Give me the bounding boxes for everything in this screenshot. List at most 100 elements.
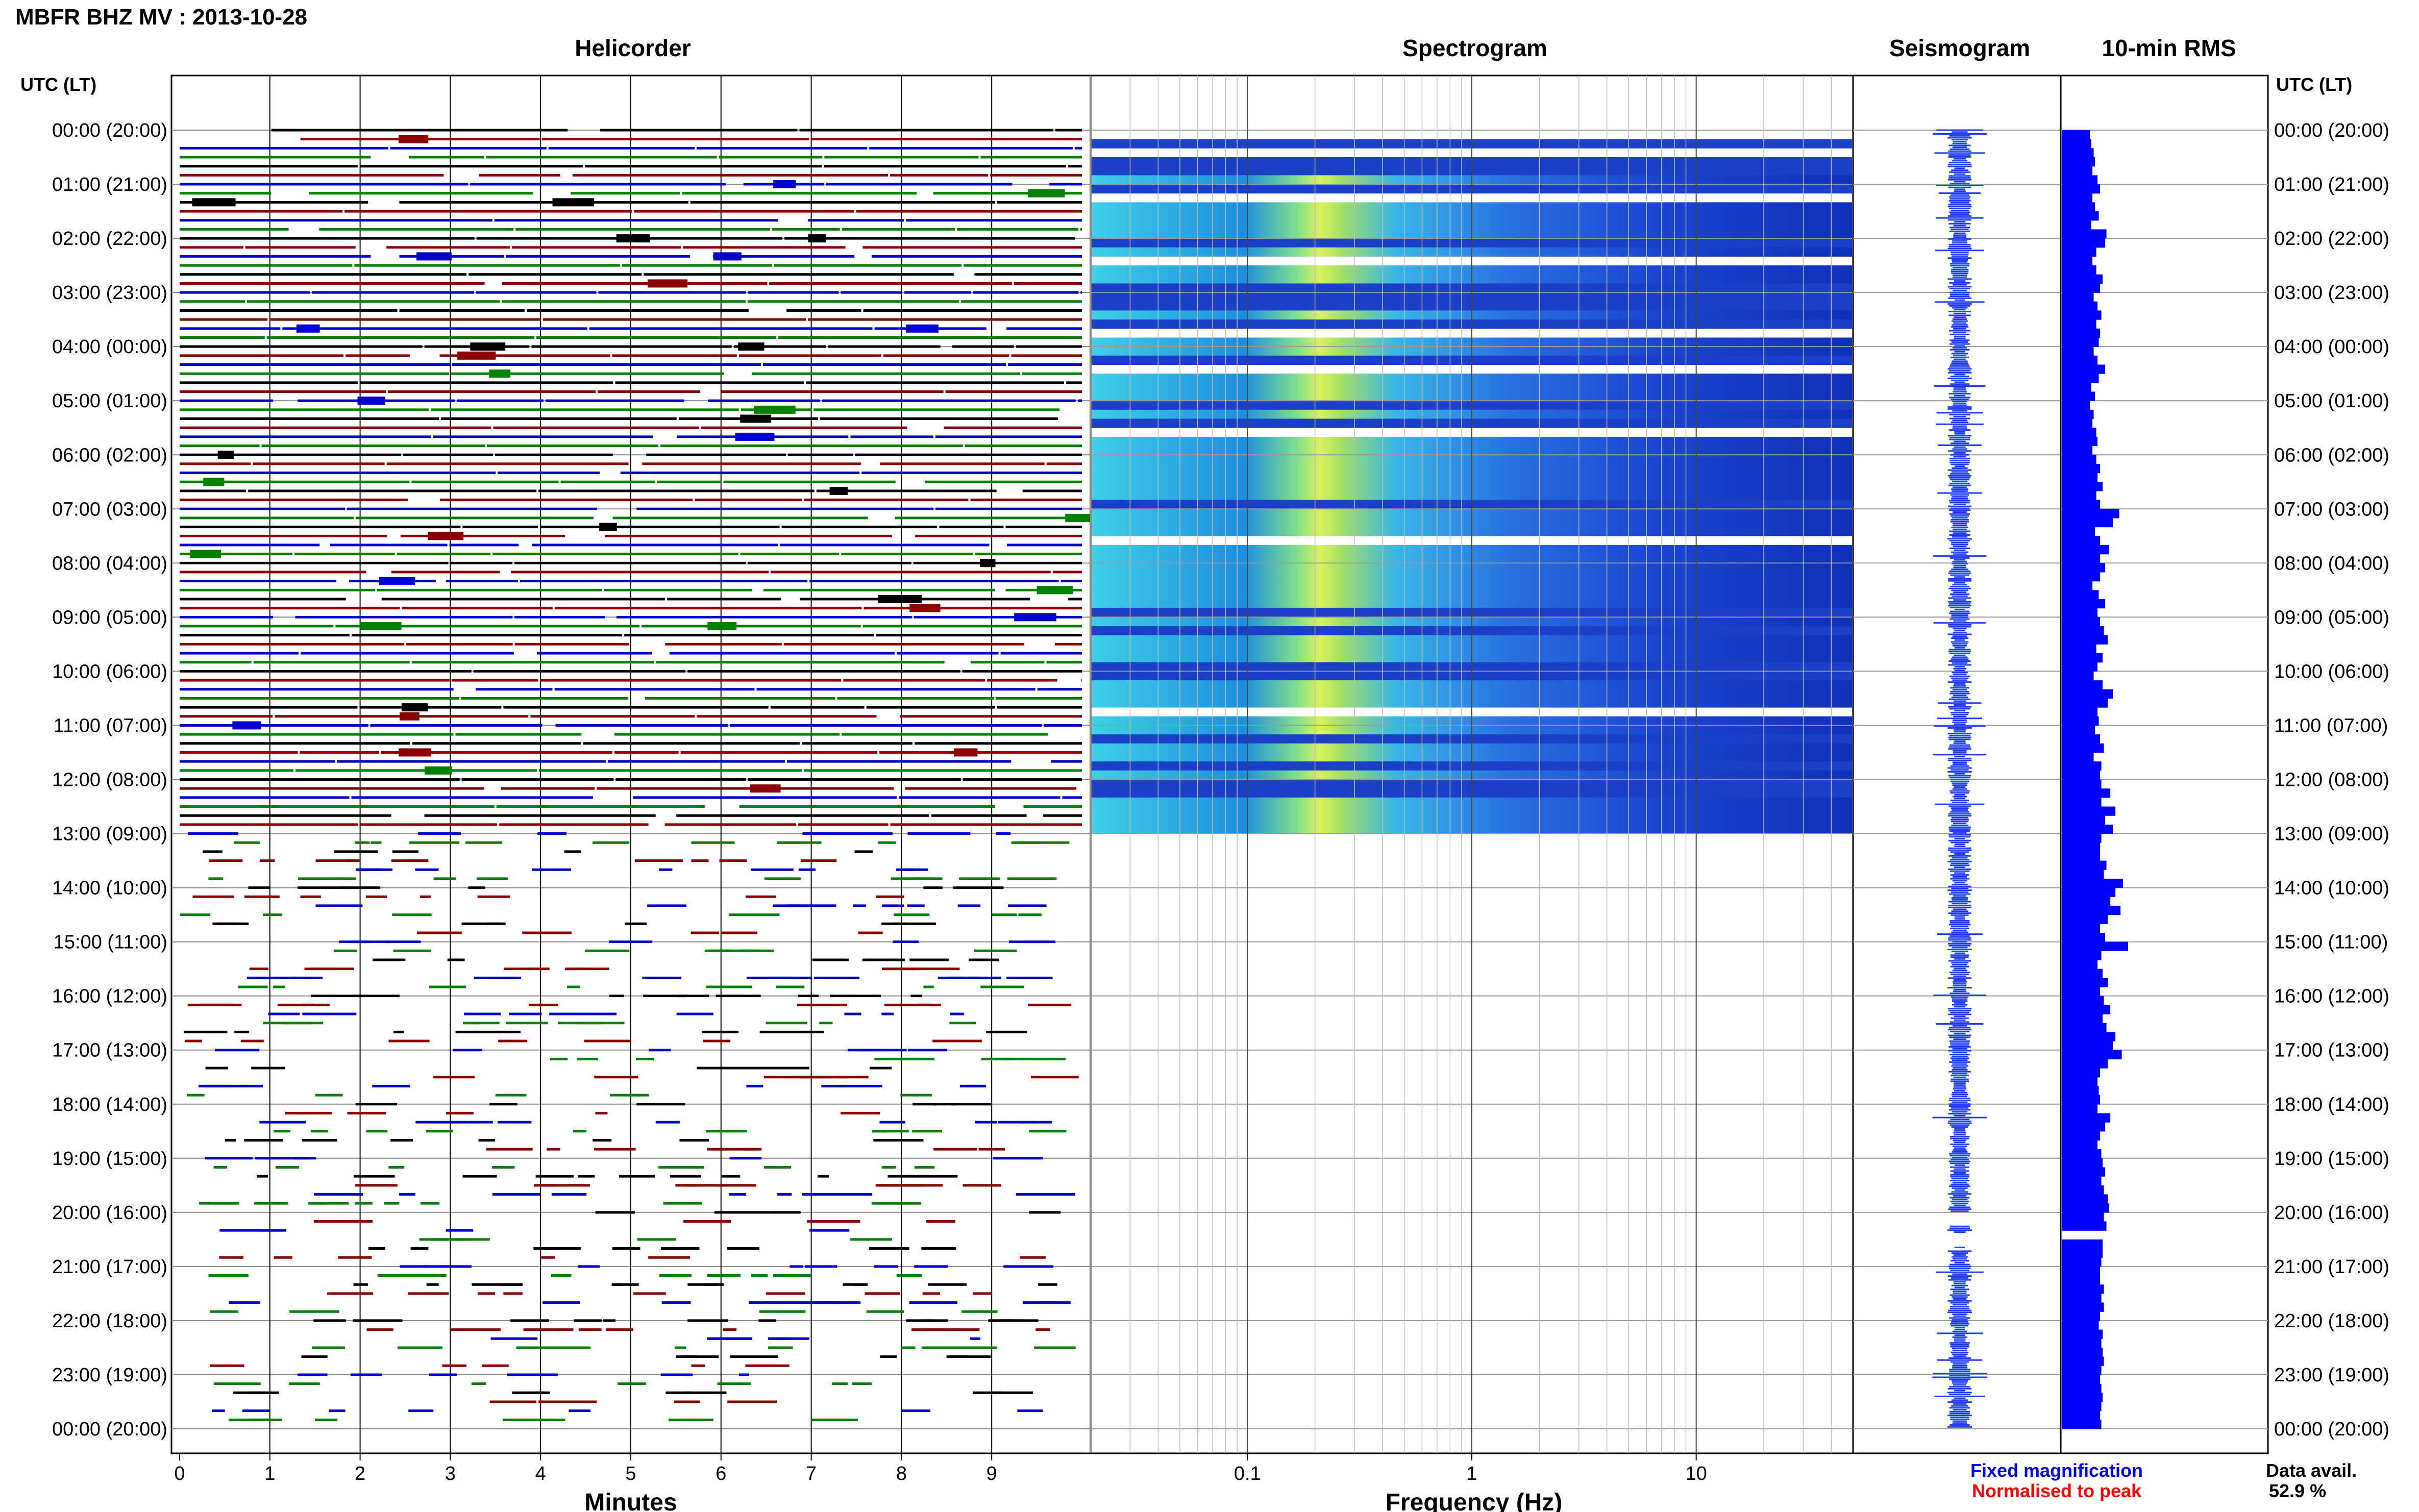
time-label-left: 11:00 (07:00) [54, 715, 167, 736]
seismic-event [954, 748, 978, 757]
seismic-event [740, 414, 772, 423]
seismic-event [707, 622, 737, 631]
time-label-right: 21:00 (17:00) [2274, 1256, 2389, 1278]
frequency-tick-label: 1 [1466, 1463, 1477, 1484]
legend-fixed-magnification: Fixed magnification [1970, 1460, 2143, 1481]
rms-bar [2062, 166, 2092, 176]
rms-bar [2062, 779, 2102, 789]
seismic-event [980, 559, 996, 567]
rms-bar [2062, 265, 2096, 275]
seismic-event [217, 451, 234, 459]
time-label-right: 14:00 (10:00) [2274, 878, 2389, 899]
rms-bar [2062, 626, 2104, 636]
rms-bar [2062, 274, 2103, 284]
helicorder-title: Helicorder [575, 35, 691, 61]
rms-bar [2062, 653, 2103, 663]
rms-bar [2062, 761, 2102, 771]
time-label-right: 19:00 (15:00) [2274, 1148, 2389, 1170]
rms-bar [2062, 1275, 2100, 1285]
rms-bar [2062, 1059, 2108, 1069]
time-label-right: 09:00 (05:00) [2274, 607, 2389, 628]
rms-bar [2062, 644, 2096, 654]
rms-bar [2062, 374, 2099, 383]
rms-bar [2062, 500, 2100, 509]
rms-bar [2062, 175, 2097, 185]
minute-tick-label: 6 [715, 1463, 726, 1484]
rms-bar [2062, 870, 2104, 879]
utc-header-right: UTC (LT) [2276, 74, 2352, 95]
rms-bar [2062, 455, 2096, 464]
rms-bar [2062, 1104, 2097, 1114]
rms-bar [2062, 436, 2097, 447]
time-label-left: 05:00 (01:00) [52, 390, 167, 412]
rms-bar [2062, 1374, 2100, 1384]
rms-bar [2062, 1077, 2097, 1087]
data-availability-value: 52.9 % [2269, 1480, 2326, 1501]
time-label-right: 03:00 (23:00) [2274, 282, 2389, 304]
rms-bar [2062, 536, 2100, 546]
minute-tick-label: 5 [625, 1463, 636, 1484]
time-label-right: 13:00 (09:00) [2274, 824, 2389, 845]
rms-bar [2062, 860, 2107, 870]
data-availability-label: Data avail. [2266, 1460, 2357, 1481]
rms-bar [2062, 851, 2100, 861]
rms-bar [2062, 509, 2119, 518]
time-label-left: 23:00 (19:00) [52, 1365, 167, 1386]
rms-bar [2062, 283, 2100, 293]
time-label-left: 19:00 (15:00) [52, 1148, 167, 1170]
rms-bar [2062, 1356, 2104, 1366]
time-label-right: 01:00 (21:00) [2274, 174, 2389, 195]
rms-bar [2062, 833, 2102, 843]
rms-bar [2062, 1167, 2105, 1177]
time-label-left: 09:00 (05:00) [52, 607, 167, 628]
time-label-left: 16:00 (12:00) [52, 986, 167, 1007]
time-label-left: 21:00 (17:00) [52, 1256, 167, 1278]
rms-bar [2062, 1329, 2103, 1339]
utc-header-left: UTC (LT) [20, 74, 96, 95]
rms-bar [2062, 202, 2095, 212]
rms-bar [2062, 905, 2120, 915]
seismic-event [909, 604, 941, 612]
time-label-left: 07:00 (03:00) [52, 499, 167, 520]
rms-bar [2062, 959, 2097, 970]
seismic-event [399, 135, 429, 143]
rms-bar [2062, 157, 2095, 167]
time-label-left: 02:00 (22:00) [52, 228, 167, 250]
rms-bar [2062, 482, 2103, 491]
rms-bar [2062, 139, 2091, 148]
time-labels-left: 00:00 (20:00) 01:00 (21:00) 02:00 (22:00) 0… [52, 120, 167, 1440]
seismogram-title: Seismogram [1889, 35, 2030, 61]
rms-bar [2062, 608, 2097, 617]
rms-bar [2062, 689, 2113, 699]
rms-bar [2062, 517, 2113, 528]
rms-bar [2062, 193, 2092, 203]
seismic-event [357, 396, 385, 405]
rms-bar [2062, 1149, 2102, 1159]
time-label-left: 08:00 (04:00) [52, 553, 167, 574]
rms-bar [2062, 337, 2099, 347]
seismic-event [754, 405, 796, 414]
rms-bar [2062, 382, 2091, 392]
rms-bar [2062, 247, 2096, 257]
frequency-axis-label: Frequency (Hz) [1386, 1489, 1563, 1512]
rms-title: 10-min RMS [2102, 35, 2236, 61]
time-label-right: 17:00 (13:00) [2274, 1040, 2389, 1061]
rms-bar [2062, 1131, 2100, 1141]
rms-panel [2060, 75, 2269, 1454]
rms-bar [2062, 563, 2105, 573]
seismic-event [359, 622, 402, 631]
seismic-event [773, 180, 796, 189]
rms-bar [2062, 617, 2100, 627]
rms-bar [2062, 229, 2107, 239]
rms-bar [2062, 364, 2105, 374]
seismic-event [190, 550, 221, 558]
rms-bar [2062, 932, 2105, 943]
rms-bar [2062, 148, 2094, 158]
seismic-event [1028, 189, 1065, 197]
time-label-left: 10:00 (06:00) [52, 661, 167, 682]
seismic-event [906, 324, 939, 333]
rms-bar [2062, 599, 2105, 609]
seismic-event [616, 234, 650, 243]
seismic-event [400, 712, 419, 721]
rms-bar [2062, 770, 2100, 780]
